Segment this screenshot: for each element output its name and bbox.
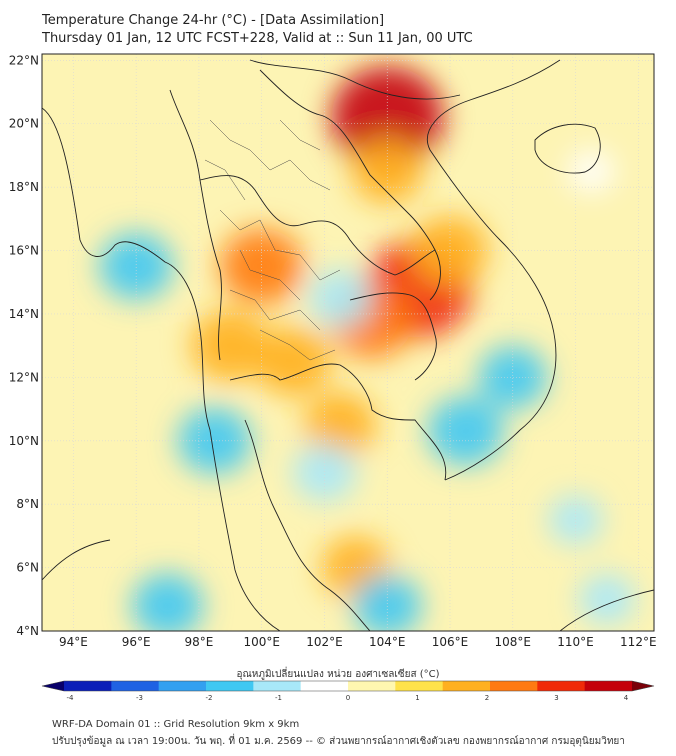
anomaly-blob [292, 443, 357, 502]
anomaly-blob [578, 573, 636, 625]
temperature-anomaly-layer [99, 66, 636, 631]
colorbar-outline [41, 680, 655, 692]
colorbar-segment [206, 681, 254, 691]
border-china [249, 59, 461, 100]
longitude-label: 104°E [369, 635, 406, 649]
colorbar-segment [253, 681, 302, 691]
colorbar-segment [490, 681, 538, 691]
anomaly-blob [132, 573, 204, 631]
colorbar-segment [158, 681, 207, 691]
latitude-label: 20°N [9, 117, 39, 131]
border-laos [259, 69, 436, 251]
colorbar-segment [64, 681, 112, 691]
longitude-label: 102°E [306, 635, 343, 649]
colorbar-segment [300, 681, 349, 691]
colorbar-tick-label: -2 [206, 694, 213, 702]
anomaly-blob [427, 396, 504, 466]
colorbar-max-extend [632, 681, 654, 691]
colorbar-segment [348, 681, 396, 691]
colorbar [41, 680, 655, 692]
latitude-label: 4°N [16, 624, 39, 638]
coastline-hainan [534, 123, 601, 174]
latitude-labels: 22°N 20°N 18°N 16°N 14°N 12°N 10°N 8°N 6°N 4°N [9, 53, 39, 638]
footer-model-info: WRF-DA Domain 01 :: Grid Resolution 9km … [52, 719, 300, 730]
map-title: Temperature Change 24-hr (°C) - [Data As… [42, 13, 385, 28]
colorbar-segment [111, 681, 160, 691]
border-thailand-inner [199, 175, 441, 301]
latitude-label: 14°N [9, 307, 39, 321]
map-subtitle: Thursday 01 Jan, 12 UTC FCST+228, Valid … [42, 31, 473, 46]
latitude-label: 6°N [16, 561, 39, 575]
anomaly-blob [220, 228, 304, 305]
anomaly-blob [191, 310, 270, 382]
island-borneo-edge [559, 589, 654, 631]
anomaly-blob [99, 233, 173, 300]
border-myanmar-thailand [169, 89, 222, 361]
coastline-peninsula-east [244, 419, 371, 631]
longitude-label: 100°E [243, 635, 280, 649]
longitude-label: 106°E [432, 635, 469, 649]
internal-provinces-b [204, 119, 331, 201]
colorbar-tick-label: -4 [67, 694, 75, 702]
colorbar-tick-label: -3 [136, 694, 143, 702]
anomaly-blob [352, 574, 422, 631]
latitude-label: 12°N [9, 370, 39, 384]
colorbar-segment [395, 681, 444, 691]
anomaly-blob [308, 269, 373, 328]
anomaly-blob [478, 346, 548, 409]
colorbar-min-extend [42, 681, 64, 691]
anomaly-blob [255, 327, 332, 397]
colorbar-tick-label: -1 [275, 694, 282, 702]
anomaly-blob [548, 495, 603, 545]
anomaly-blob [177, 407, 252, 475]
country-borders [42, 59, 654, 631]
map-frame [41, 53, 655, 632]
colorbar-tick-labels: -4 -3 -2 -1 0 1 2 3 4 [67, 694, 629, 702]
border-cambodia [349, 292, 437, 381]
colorbar-tick-label: 4 [624, 694, 629, 702]
longitude-label: 96°E [122, 635, 151, 649]
footer-credit: ปรับปรุงข้อมูล ณ เวลา 19:00น. วัน พฤ. ที… [52, 736, 625, 747]
latitude-label: 8°N [16, 497, 39, 511]
longitude-label: 94°E [59, 635, 88, 649]
latitude-label: 18°N [9, 180, 39, 194]
colorbar-label: อุณหภูมิเปลี่ยนแปลง หน่วย องศาเซลเซียส (… [236, 669, 440, 680]
island-sumatra-edge [42, 539, 111, 581]
coastline-thailand-gulf [229, 363, 447, 481]
colorbar-segment [584, 681, 633, 691]
colorbar-tick-label: 0 [346, 694, 350, 702]
longitude-label: 108°E [495, 635, 532, 649]
latitude-label: 22°N [9, 53, 39, 67]
colorbar-segment [442, 681, 491, 691]
latitude-label: 16°N [9, 244, 39, 258]
graticule [42, 54, 654, 631]
colorbar-segment [537, 681, 586, 691]
colorbar-tick-label: 1 [415, 694, 419, 702]
coastline-vietnam [426, 59, 561, 481]
longitude-label: 112°E [620, 635, 657, 649]
latitude-label: 10°N [9, 434, 39, 448]
internal-provinces-a [219, 209, 341, 361]
longitude-labels: 94°E 96°E 98°E 100°E 102°E 104°E 106°E 108°E 110… [59, 635, 657, 649]
anomaly-blob [567, 150, 615, 193]
longitude-label: 98°E [184, 635, 213, 649]
longitude-label: 110°E [557, 635, 594, 649]
colorbar-tick-label: 3 [554, 694, 558, 702]
colorbar-tick-label: 2 [485, 694, 489, 702]
coastline-myanmar-west [42, 107, 281, 631]
